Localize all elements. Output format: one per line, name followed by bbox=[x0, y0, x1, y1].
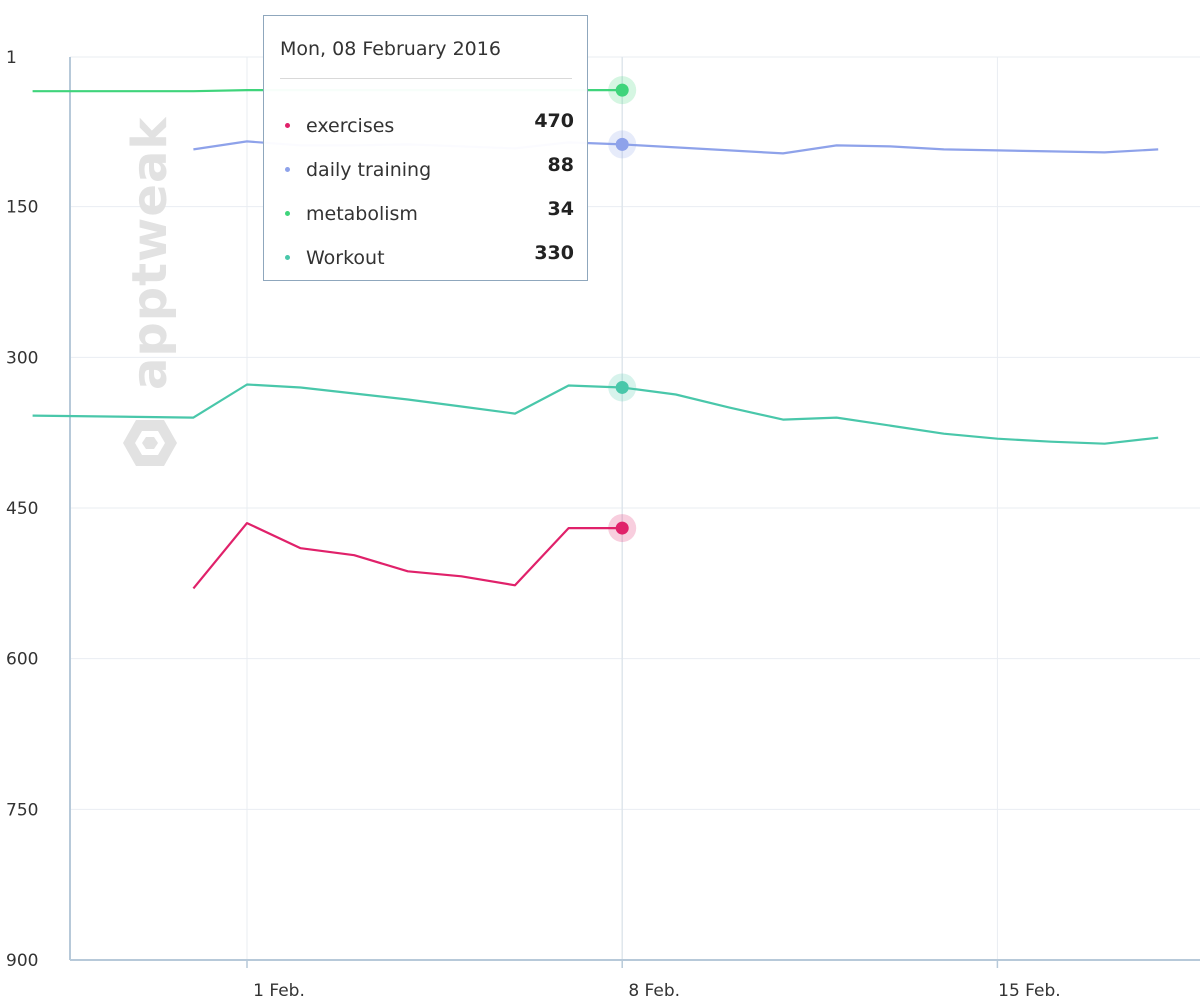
tooltip-row-workout: Workout 330 bbox=[280, 242, 574, 274]
highlight-point-exercises bbox=[615, 521, 629, 535]
y-tick-label: 450 bbox=[6, 499, 38, 519]
x-tick-label: 8 Feb. bbox=[628, 981, 680, 1001]
tooltip-row-exercises: exercises 470 bbox=[280, 110, 574, 142]
tooltip-series-name: daily training bbox=[306, 159, 432, 181]
tooltip-date: Mon, 08 February 2016 bbox=[280, 38, 501, 60]
tooltip-row-metabolism: metabolism 34 bbox=[280, 198, 574, 230]
y-tick-label: 300 bbox=[6, 348, 38, 368]
y-tick-label: 1 bbox=[6, 48, 17, 68]
y-axis-tick-labels: 1 150 300 450 600 750 900 bbox=[6, 48, 38, 971]
highlight-markers bbox=[608, 76, 637, 543]
tooltip-series-name: Workout bbox=[306, 247, 385, 269]
x-axis-tick-labels: 1 Feb. 8 Feb. 15 Feb. bbox=[253, 981, 1061, 1001]
tooltip-series-name: exercises bbox=[306, 115, 395, 137]
tooltip-series-name: metabolism bbox=[306, 203, 418, 225]
apptweak-watermark: apptweak bbox=[120, 100, 180, 470]
axes bbox=[69, 57, 1200, 968]
x-tick-label: 1 Feb. bbox=[253, 981, 305, 1001]
watermark-text: apptweak bbox=[122, 116, 178, 390]
grid-lines bbox=[70, 56, 1200, 960]
tooltip-series-value: 330 bbox=[534, 242, 574, 264]
series-line-workout bbox=[32, 383, 1159, 445]
series-dot-icon bbox=[285, 123, 290, 128]
series-lines bbox=[32, 88, 1159, 590]
apptweak-logo-icon bbox=[123, 420, 177, 466]
highlight-point-workout bbox=[615, 380, 629, 394]
y-tick-label: 750 bbox=[6, 800, 38, 820]
series-line-exercises bbox=[192, 521, 623, 590]
series-dot-icon bbox=[285, 255, 290, 260]
chart-tooltip: Mon, 08 February 2016 exercises 470 dail… bbox=[263, 15, 588, 281]
tooltip-series-value: 470 bbox=[534, 110, 574, 132]
y-tick-label: 150 bbox=[6, 198, 38, 218]
tooltip-divider bbox=[280, 78, 572, 79]
y-tick-label: 600 bbox=[6, 650, 38, 670]
series-dot-icon bbox=[285, 211, 290, 216]
tooltip-series-value: 88 bbox=[547, 154, 574, 176]
tooltip-series-value: 34 bbox=[547, 198, 574, 220]
y-tick-label: 900 bbox=[6, 951, 38, 971]
tooltip-row-daily-training: daily training 88 bbox=[280, 154, 574, 186]
highlight-point-metabolism bbox=[615, 83, 629, 97]
series-dot-icon bbox=[285, 167, 290, 172]
x-tick-label: 15 Feb. bbox=[998, 981, 1061, 1001]
highlight-point-daily-training bbox=[615, 137, 629, 151]
